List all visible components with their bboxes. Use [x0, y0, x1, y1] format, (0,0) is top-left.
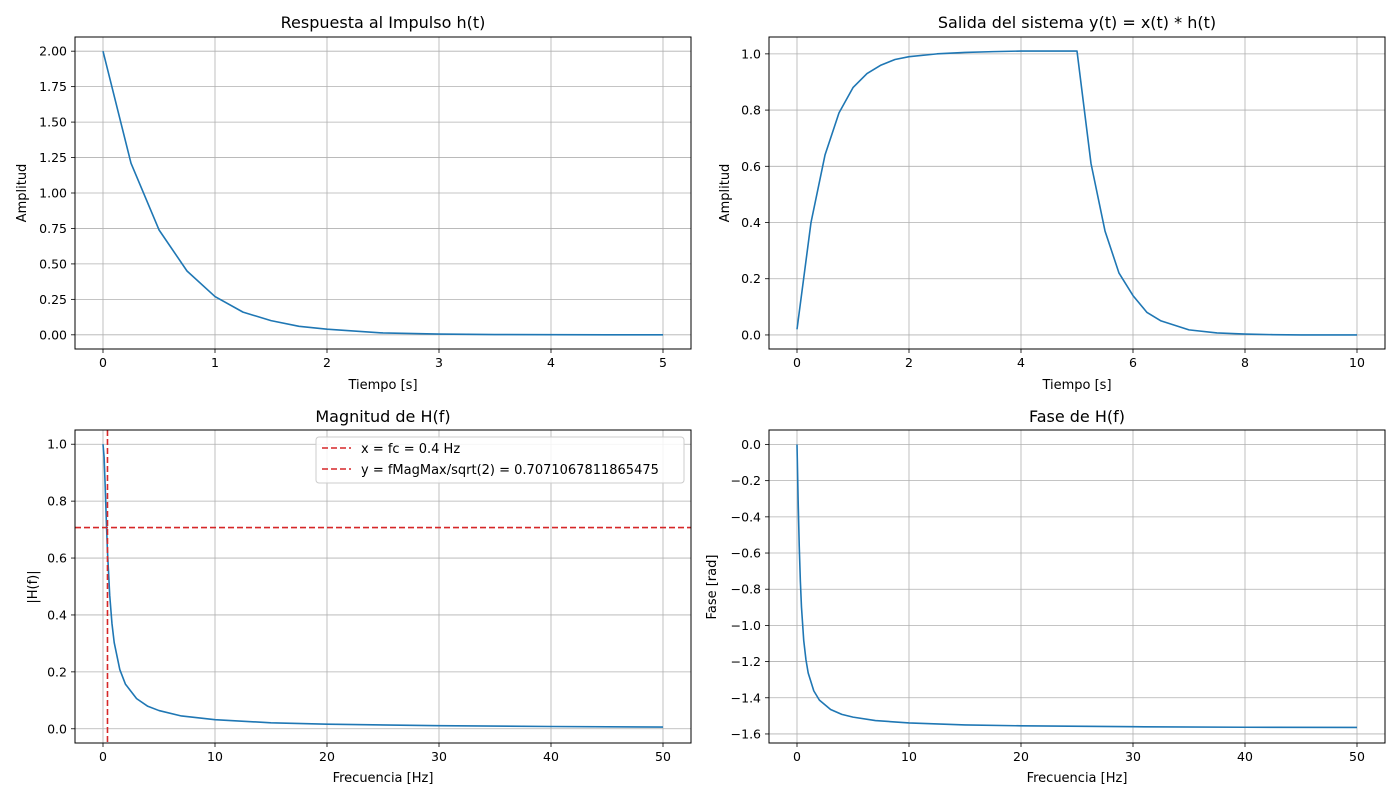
y-tick-label: 0.6: [741, 159, 761, 174]
x-tick-label: 5: [659, 355, 667, 370]
x-tick-label: 30: [431, 749, 447, 764]
x-tick-label: 10: [901, 749, 917, 764]
y-tick-label: 1.00: [39, 186, 67, 201]
y-tick-label: 0.4: [741, 215, 761, 230]
series-line: [102, 444, 664, 728]
grid-lines: [769, 37, 1385, 349]
x-tick-label: 6: [1129, 355, 1137, 370]
x-tick-label: 1: [211, 355, 219, 370]
reference-lines: [75, 430, 691, 743]
series-layer: [796, 50, 1357, 336]
x-axis-label: Frecuencia [Hz]: [1027, 771, 1128, 786]
phase-panel: Fase de H(f) Frecuencia [Hz] Fase [rad] …: [705, 407, 1386, 786]
x-tick-label: 50: [1349, 749, 1365, 764]
legend-label-vertical-ref: x = fc = 0.4 Hz: [361, 442, 460, 457]
x-axis-label: Tiempo [s]: [1041, 378, 1111, 393]
y-tick-label: −1.6: [731, 726, 761, 741]
x-tick-label: 20: [1013, 749, 1029, 764]
x-tick-label: 30: [1125, 749, 1141, 764]
y-tick-label: 1.75: [39, 79, 67, 94]
x-tick-label: 0: [793, 749, 801, 764]
x-tick-label: 40: [1237, 749, 1253, 764]
plot-frame: [768, 36, 1386, 350]
x-tick-label: 0: [99, 355, 107, 370]
y-tick-label: −0.2: [731, 473, 761, 488]
x-axis-label: Tiempo [s]: [347, 378, 417, 393]
y-tick-label: 0.00: [39, 327, 67, 342]
x-tick-label: 10: [1349, 355, 1365, 370]
series-layer: [102, 50, 663, 336]
x-tick-label: 50: [655, 749, 671, 764]
legend: x = fc = 0.4 Hz y = fMagMax/sqrt(2) = 0.…: [315, 436, 685, 484]
y-tick-label: −0.8: [731, 582, 761, 597]
legend-label-horizontal-ref: y = fMagMax/sqrt(2) = 0.7071067811865475: [361, 463, 659, 478]
system-output-panel: Salida del sistema y(t) = x(t) * h(t) Ti…: [718, 13, 1386, 393]
y-tick-label: 0.50: [39, 256, 67, 271]
y-tick-label: 0.2: [47, 664, 67, 679]
x-tick-label: 2: [905, 355, 913, 370]
y-tick-label: 0.8: [741, 103, 761, 118]
y-tick-label: −1.4: [731, 690, 761, 705]
impulse-response-panel: Respuesta al Impulso h(t) Tiempo [s] Amp…: [15, 13, 692, 393]
y-tick-label: 0.4: [47, 607, 67, 622]
x-tick-label: 2: [323, 355, 331, 370]
y-tick-label: 0.25: [39, 292, 67, 307]
y-tick-label: 1.50: [39, 115, 67, 130]
series-line: [796, 50, 1357, 336]
x-tick-label: 4: [1017, 355, 1025, 370]
magnitude-panel: Magnitud de H(f) Frecuencia [Hz] |H(f)| …: [26, 407, 692, 786]
y-tick-label: 1.0: [741, 46, 761, 61]
x-tick-label: 4: [547, 355, 555, 370]
y-tick-label: 1.0: [47, 437, 67, 452]
grid-lines: [75, 37, 691, 349]
x-tick-label: 0: [793, 355, 801, 370]
y-tick-label: −1.0: [731, 618, 761, 633]
y-tick-label: −0.4: [731, 509, 761, 524]
y-tick-label: 0.75: [39, 221, 67, 236]
series-layer: [796, 444, 1358, 729]
y-tick-label: 0.0: [47, 721, 67, 736]
x-tick-label: 3: [435, 355, 443, 370]
chart-title: Respuesta al Impulso h(t): [281, 13, 486, 32]
y-tick-label: 0.0: [741, 327, 761, 342]
x-tick-label: 8: [1241, 355, 1249, 370]
y-tick-label: 0.6: [47, 551, 67, 566]
y-tick-label: −1.2: [731, 654, 761, 669]
y-axis-label: |H(f)|: [26, 570, 41, 603]
chart-title: Fase de H(f): [1029, 407, 1125, 426]
tick-layer: 0 10 20 30 40 50 0.0 0.2 0.4 0.6 0.8 1.0: [47, 437, 671, 764]
tick-layer: 0 10 20 30 40 50 0.0 −0.2 −0.4 −0.6 −0.8 −1.0 −1.2 −1…: [731, 437, 1365, 764]
chart-title: Magnitud de H(f): [315, 407, 450, 426]
y-tick-label: 0.8: [47, 494, 67, 509]
y-tick-label: −0.6: [731, 546, 761, 561]
x-tick-label: 40: [543, 749, 559, 764]
tick-layer: 0 1 2 3 4 5 0.00 0.25 0.50 0.75 1.00 1.25 1.50 1.75 2.…: [39, 44, 667, 370]
y-axis-label: Amplitud: [718, 164, 733, 223]
series-layer: [102, 444, 664, 728]
series-line: [796, 444, 1358, 729]
x-tick-label: 0: [99, 749, 107, 764]
plot-frame: [768, 429, 1386, 744]
x-tick-label: 20: [319, 749, 335, 764]
x-tick-label: 10: [207, 749, 223, 764]
y-tick-label: 2.00: [39, 44, 67, 59]
chart-title: Salida del sistema y(t) = x(t) * h(t): [938, 13, 1216, 32]
y-tick-label: 0.2: [741, 271, 761, 286]
y-tick-label: 0.0: [741, 437, 761, 452]
y-axis-label: Fase [rad]: [705, 555, 720, 620]
series-line: [102, 50, 663, 336]
x-axis-label: Frecuencia [Hz]: [333, 771, 434, 786]
y-tick-label: 1.25: [39, 150, 67, 165]
y-axis-label: Amplitud: [15, 164, 30, 223]
plot-frame: [74, 429, 692, 744]
legend-box: [315, 436, 685, 484]
tick-layer: 0 2 4 6 8 10 0.0 0.2 0.4 0.6 0.8 1.0: [741, 46, 1365, 370]
